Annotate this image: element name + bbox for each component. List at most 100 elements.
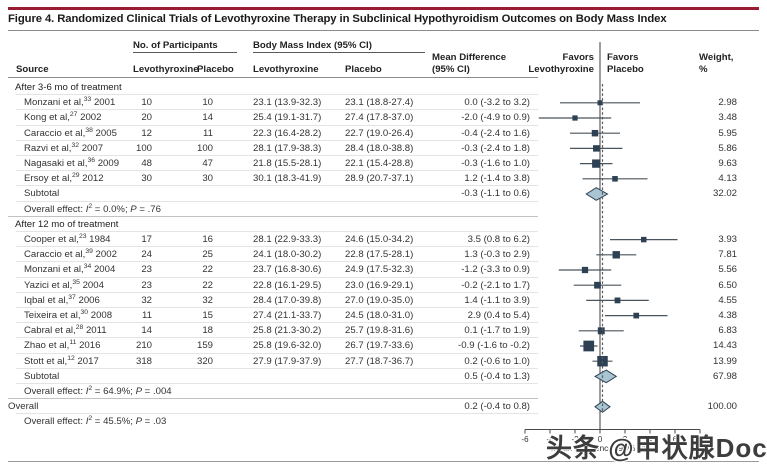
title-divider <box>8 30 759 31</box>
mean-difference: 0.2 (-0.4 to 0.8) <box>464 401 530 413</box>
reference-number: 12 <box>67 354 75 362</box>
bmi-levothyroxine: 27.9 (17.9-37.9) <box>253 355 322 367</box>
n-levothyroxine: 32 <box>141 294 152 306</box>
n-placebo: 25 <box>202 249 213 261</box>
effect-note: Overall effect: I2 = 0.0%; P = .76 <box>24 202 161 215</box>
mean-difference: 1.2 (-1.4 to 3.8) <box>464 173 530 185</box>
weight: 3.48 <box>718 112 737 124</box>
study-source: Monzani et al,34 2004 <box>24 263 116 276</box>
bmi-placebo: 27.4 (17.8-37.0) <box>345 112 414 124</box>
watermark-text: 头条 @甲状腺Doctor <box>546 433 767 463</box>
row-divider <box>16 94 538 96</box>
n-levothyroxine: 14 <box>141 325 152 337</box>
row-divider <box>16 367 538 369</box>
mean-difference: 1.3 (-0.3 to 2.9) <box>464 249 530 261</box>
row-divider <box>16 291 538 293</box>
bmi-levothyroxine: 23.7 (16.8-30.6) <box>253 264 322 276</box>
col-header-bmi-group: Body Mass Index (95% CI) <box>253 40 372 51</box>
n-levothyroxine: 10 <box>141 97 152 109</box>
n-placebo: 14 <box>202 112 213 124</box>
mean-difference: 0.1 (-1.7 to 1.9) <box>464 325 530 337</box>
weight: 5.86 <box>718 142 737 154</box>
accent-rule <box>8 7 759 10</box>
n-levothyroxine: 23 <box>141 264 152 276</box>
mean-difference: -0.9 (-1.6 to -0.2) <box>458 340 530 352</box>
bmi-placebo: 28.4 (18.0-38.8) <box>345 142 414 154</box>
bmi-placebo: 24.6 (15.0-34.2) <box>345 234 414 245</box>
row-divider <box>16 124 538 126</box>
study-source: Stott et al,12 2017 <box>24 354 99 367</box>
study-row: Cabral et al,28 2011 14 18 25.8 (21.3-30.2)… <box>0 323 767 339</box>
reference-number: 32 <box>71 141 80 149</box>
mean-difference: -0.3 (-1.1 to 0.6) <box>461 188 530 200</box>
col-header-weight-1: Weight, <box>699 52 734 63</box>
bmi-levothyroxine: 22.8 (16.1-29.5) <box>253 279 322 291</box>
reference-number: 28 <box>75 324 84 331</box>
weight: 6.83 <box>718 325 737 337</box>
study-row: Caraccio et al,39 2002 24 25 24.1 (18.0-30.… <box>0 247 767 263</box>
bmi-levothyroxine: 30.1 (18.3-41.9) <box>253 173 322 185</box>
mean-difference: 0.5 (-0.4 to 1.3) <box>464 370 530 382</box>
col-header-bmi-levothyroxine: Levothyroxine <box>253 64 319 75</box>
reference-number: 38 <box>85 126 93 134</box>
study-row: Yazici et al,35 2004 23 22 22.8 (16.1-29.5)… <box>0 278 767 293</box>
n-levothyroxine: 48 <box>141 158 152 169</box>
mean-difference: 3.5 (0.8 to 6.2) <box>467 234 530 245</box>
reference-number: 29 <box>72 172 80 179</box>
n-placebo: 15 <box>202 310 213 321</box>
n-placebo: 159 <box>196 340 213 352</box>
study-source: Kong et al,27 2002 <box>24 111 102 124</box>
favors-placebo-label-2: Placebo <box>607 64 644 75</box>
bmi-levothyroxine: 25.8 (19.6-32.0) <box>253 340 322 352</box>
weight: 3.93 <box>718 234 737 245</box>
bmi-placebo: 22.1 (15.4-28.8) <box>345 158 414 169</box>
mean-difference: 1.4 (-1.1 to 3.9) <box>464 294 530 306</box>
weight: 13.99 <box>712 355 737 367</box>
weight: 14.43 <box>712 340 737 352</box>
n-levothyroxine: 318 <box>135 355 152 367</box>
row-divider <box>16 109 538 111</box>
weight: 4.13 <box>718 173 737 185</box>
n-levothyroxine: 24 <box>141 249 152 261</box>
col-header-mean-difference-1: Mean Difference <box>432 52 507 63</box>
n-levothyroxine: 100 <box>135 142 152 154</box>
bmi-placebo: 26.7 (19.7-33.6) <box>345 340 414 352</box>
weight: 32.02 <box>712 188 737 200</box>
bmi-placebo: 22.8 (17.5-28.1) <box>345 249 414 261</box>
favors-levothyroxine-label-1: Favors <box>562 52 594 63</box>
row-divider <box>16 322 538 324</box>
reference-number: 34 <box>83 263 92 271</box>
mean-difference: -0.3 (-2.4 to 1.8) <box>461 142 530 154</box>
study-row: Cooper et al,23 1984 17 16 28.1 (22.9-33.3)… <box>0 232 767 248</box>
row-label: Overall <box>8 401 39 413</box>
study-source: Zhao et al,11 2016 <box>24 339 101 352</box>
study-row: Teixeira et al,30 2008 11 15 27.4 (21.1-33.… <box>0 308 767 324</box>
subtotal-row: Subtotal 0.5 (-0.4 to 1.3) 67.98 <box>0 369 767 384</box>
col-header-n-levothyroxine: Levothyroxine <box>133 64 199 75</box>
row-divider <box>16 139 538 141</box>
row-divider <box>16 382 538 384</box>
n-placebo: 32 <box>202 294 213 306</box>
study-row: Ersoy et al,29 2012 30 30 30.1 (18.3-41.9) 2… <box>0 171 767 187</box>
effect-note-row: Overall effect: I2 = 45.5%; P = .03 <box>0 414 767 429</box>
weight: 4.38 <box>718 310 737 321</box>
bmi-levothyroxine: 28.1 (17.9-38.3) <box>253 142 322 154</box>
bmi-levothyroxine: 23.1 (13.9-32.3) <box>253 97 322 109</box>
group-header-row: After 3-6 mo of treatment <box>0 80 767 96</box>
study-row: Iqbal et al,37 2006 32 32 28.4 (17.0-39.8) 2… <box>0 293 767 308</box>
study-row: Zhao et al,11 2016 210 159 25.8 (19.6-32.0)… <box>0 338 767 354</box>
row-divider <box>16 352 538 354</box>
n-levothyroxine: 12 <box>141 127 152 139</box>
row-divider <box>16 413 538 415</box>
n-levothyroxine: 23 <box>141 279 152 291</box>
n-placebo: 11 <box>203 127 213 139</box>
weight: 5.95 <box>718 127 737 139</box>
row-divider <box>16 261 538 263</box>
study-row: Caraccio et al,38 2005 12 11 22.3 (16.4-28.… <box>0 126 767 141</box>
study-row: Razvi et al,32 2007 100 100 28.1 (17.9-38.3… <box>0 141 767 156</box>
n-placebo: 22 <box>202 279 213 291</box>
reference-number: 36 <box>87 156 96 164</box>
study-source: Cooper et al,23 1984 <box>24 232 111 245</box>
row-divider <box>16 185 538 187</box>
